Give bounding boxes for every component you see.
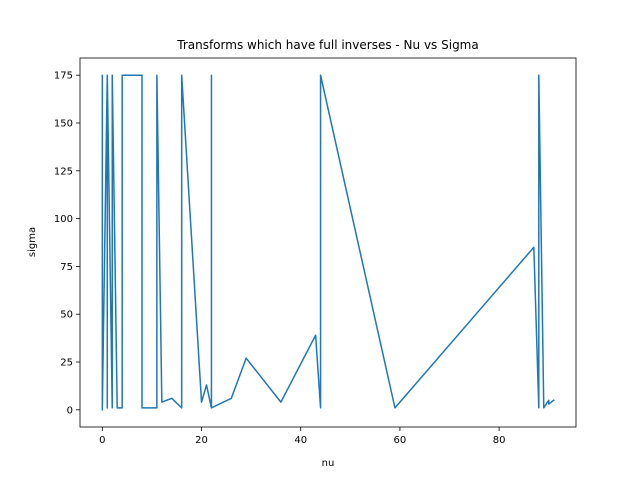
plot-area	[79, 57, 577, 428]
y-tick-label: 150	[54, 119, 73, 130]
x-tick-label: 60	[394, 435, 407, 446]
y-tick-label: 100	[54, 214, 73, 225]
x-tick-label: 0	[99, 435, 105, 446]
x-tick-label: 20	[195, 435, 208, 446]
x-axis-ticks: 0 20 40 60 80	[99, 427, 505, 446]
y-tick-label: 125	[54, 166, 73, 177]
y-axis-ticks: 0 25 50 75 100 125 150 175	[54, 71, 80, 416]
x-tick-label: 40	[294, 435, 307, 446]
plot-frame	[79, 57, 577, 428]
y-tick-label: 25	[60, 357, 73, 368]
x-tick-label: 80	[493, 435, 506, 446]
x-axis-label: nu	[322, 458, 335, 469]
y-tick-label: 75	[60, 262, 73, 273]
y-axis-label: sigma	[27, 227, 38, 257]
chart-title: Transforms which have full inverses - Nu…	[176, 38, 478, 52]
y-tick-label: 0	[67, 405, 73, 416]
y-tick-label: 175	[54, 71, 73, 82]
series-line-0	[101, 74, 555, 411]
y-tick-label: 50	[60, 310, 73, 321]
